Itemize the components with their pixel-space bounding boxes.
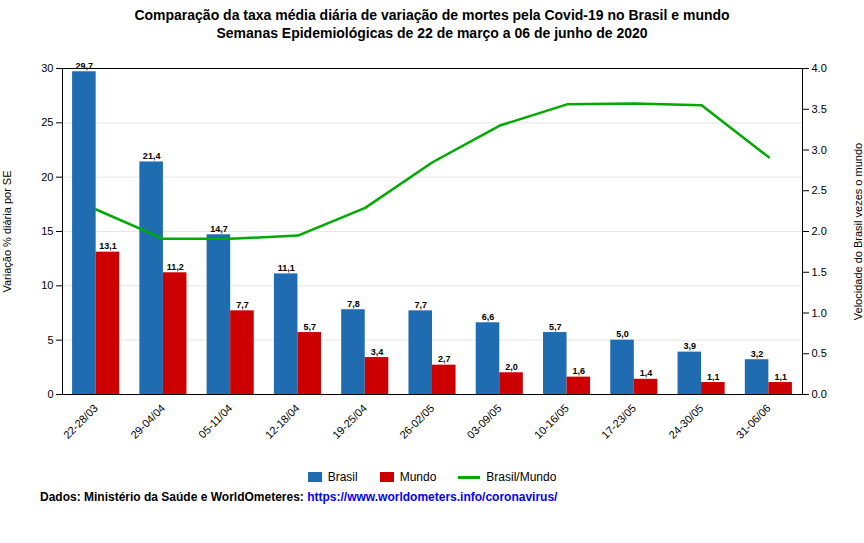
svg-text:1.0: 1.0 [812,307,827,319]
svg-text:10: 10 [41,279,53,291]
svg-text:4.0: 4.0 [812,62,827,74]
svg-text:1.5: 1.5 [812,266,827,278]
svg-text:05-11/04: 05-11/04 [196,402,235,441]
svg-text:3,9: 3,9 [684,341,697,351]
svg-text:29,7: 29,7 [76,61,94,71]
svg-text:5: 5 [47,334,53,346]
svg-text:Variação % diária por SE: Variação % diária por SE [1,170,13,292]
svg-text:2.0: 2.0 [812,225,827,237]
svg-text:2,0: 2,0 [505,362,518,372]
svg-text:15: 15 [41,225,53,237]
svg-text:1,4: 1,4 [640,368,653,378]
svg-text:5,7: 5,7 [303,322,316,332]
svg-text:7,7: 7,7 [414,300,427,310]
svg-text:0.5: 0.5 [812,347,827,359]
svg-text:19-25/04: 19-25/04 [330,402,369,441]
svg-text:14,7: 14,7 [210,224,228,234]
svg-text:12-18/04: 12-18/04 [263,402,302,441]
html-text:Comparação da taxa média diári: Comparação da taxa média diária de varia… [134,7,730,23]
svg-text:7,8: 7,8 [347,299,360,309]
svg-text:6,6: 6,6 [482,312,495,322]
svg-text:3.0: 3.0 [812,144,827,156]
svg-text:10-16/05: 10-16/05 [532,402,571,441]
svg-text:2,7: 2,7 [438,354,451,364]
svg-text:22-28/03: 22-28/03 [61,402,100,441]
svg-text:24-30/05: 24-30/05 [666,402,705,441]
svg-text:03-09/05: 03-09/05 [464,402,503,441]
svg-text:3.5: 3.5 [812,103,827,115]
html-text:Dados: Ministério da Saúde e W: Dados: Ministério da Saúde e WorldOmeter… [40,490,558,504]
svg-text:5,7: 5,7 [549,322,562,332]
svg-text:26-02/05: 26-02/05 [397,402,436,441]
svg-text:20: 20 [41,171,53,183]
html-text:Semanas Epidemiológicas de 22: Semanas Epidemiológicas de 22 de março a… [216,25,648,41]
svg-text:1,6: 1,6 [573,366,586,376]
html-text:Brasil/Mundo: Brasil/Mundo [486,470,557,484]
html-text:Brasil: Brasil [327,470,358,484]
svg-text:1,1: 1,1 [774,372,787,382]
svg-text:5,0: 5,0 [616,329,629,339]
svg-text:30: 30 [41,62,53,74]
svg-text:0: 0 [47,388,53,400]
svg-text:31-06/06: 31-06/06 [734,402,773,441]
svg-text:7,7: 7,7 [236,300,249,310]
svg-text:1,1: 1,1 [707,372,720,382]
svg-text:0.0: 0.0 [812,388,827,400]
svg-text:11,1: 11,1 [278,263,295,273]
svg-text:25: 25 [41,116,53,128]
svg-text:Velocidade do Brasil vezes o m: Velocidade do Brasil vezes o mundo [852,143,864,320]
svg-text:11,2: 11,2 [167,262,184,272]
svg-text:21,4: 21,4 [143,151,161,161]
svg-text:2.5: 2.5 [812,184,827,196]
html-text:Mundo: Mundo [399,470,437,484]
svg-text:29-04/04: 29-04/04 [128,402,167,441]
svg-text:17-23/05: 17-23/05 [599,402,638,441]
svg-text:3,2: 3,2 [751,349,764,359]
svg-text:3,4: 3,4 [371,347,384,357]
svg-text:13,1: 13,1 [99,241,117,251]
